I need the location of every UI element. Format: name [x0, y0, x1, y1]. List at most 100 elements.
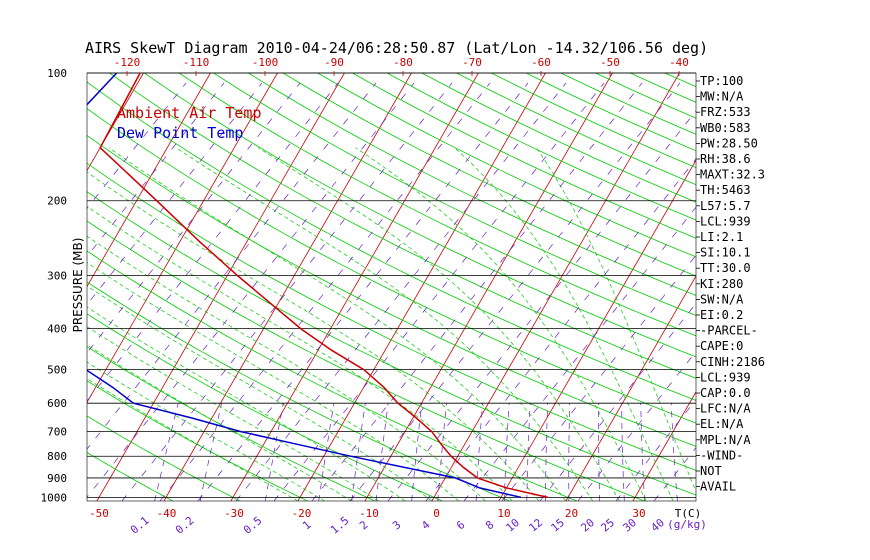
index-label: MW:N/A: [700, 90, 744, 104]
mixing-ratio-label: 6: [454, 518, 467, 532]
dry-adiabat-line: [109, 73, 696, 379]
isotherm-line: [96, 73, 345, 501]
mixing-ratio-line: [121, 82, 453, 501]
dry-adiabat-line: [87, 346, 376, 501]
isobars: [86, 72, 697, 502]
mixing-ratio-label: 1: [300, 518, 313, 532]
top-temp-tick-label: -90: [324, 56, 344, 69]
moist-adiabat-line: [87, 306, 406, 501]
mixing-ratio-line: [411, 403, 423, 501]
moist-adiabat-line: [87, 344, 352, 501]
index-label: FRZ:533: [700, 105, 751, 119]
dry-adiabat-line: [213, 73, 696, 316]
index-label: WB0:583: [700, 121, 751, 135]
index-label: LFC:N/A: [700, 402, 751, 416]
top-temp-tick-label: -40: [669, 56, 689, 69]
isotherm-line: [431, 73, 680, 501]
moist-adiabat-line: [258, 147, 620, 501]
index-label: RH:38.6: [700, 152, 751, 166]
dry-adiabat-line: [664, 73, 696, 88]
mixing-ratio-line: [545, 403, 549, 501]
mixing-ratio-line: [598, 403, 601, 501]
mixing-ratio-line: [87, 82, 263, 306]
dry-adiabat-line: [144, 73, 696, 358]
pressure-tick-label: 500: [47, 364, 67, 377]
dry-adiabat-line: [87, 135, 696, 447]
index-label: LCL:939: [700, 214, 751, 228]
moist-adiabat-line: [108, 147, 567, 501]
mixing-ratio-label: 40: [648, 516, 667, 534]
moist-adiabat-line: [355, 147, 647, 501]
y-axis-label: PRESSURE (MB): [71, 238, 85, 333]
dry-adiabat-line: [87, 191, 696, 496]
mixing-ratio-label: 0.2: [173, 514, 197, 537]
mixing-ratio-line: [375, 403, 389, 501]
index-label: PW:28.50: [700, 136, 758, 150]
index-label: NOT: [700, 464, 722, 478]
dry-adiabat-line: [87, 313, 443, 501]
index-label: MPL:N/A: [700, 433, 751, 447]
legend-dew-point-temp: Dew Point Temp: [117, 124, 243, 142]
index-label: -PARCEL-: [700, 324, 758, 338]
pressure-tick-label: 400: [47, 322, 67, 335]
pressure-tick-label: 200: [47, 195, 67, 208]
dry-adiabat-line: [87, 162, 696, 471]
index-label: L57:5.7: [700, 199, 751, 213]
mixing-ratio-line: [568, 403, 571, 501]
bottom-temp-tick-label: 10: [497, 507, 510, 520]
mixing-ratio-label: 3: [390, 518, 403, 532]
mixing-ratio-label: 0.1: [128, 514, 152, 537]
mixing-ratio-line: [87, 82, 301, 354]
bottom-temp-tick-label: -40: [157, 507, 177, 520]
mixing-ratio-line: [273, 82, 605, 501]
mixing-ratio-line: [264, 403, 284, 501]
chart-title: AIRS SkewT Diagram 2010-04-24/06:28:50.8…: [85, 39, 708, 57]
index-label: CAPE:0: [700, 339, 743, 353]
legend-ambient-air-temp: Ambient Air Temp: [117, 104, 262, 122]
bottom-temp-tick-label: -50: [89, 507, 109, 520]
mixing-ratio-line: [640, 403, 645, 501]
bottom-temp-tick-label: -20: [292, 507, 312, 520]
dewpoint-profile-line: [87, 73, 522, 499]
mixing-ratio-unit: (g/kg): [667, 518, 707, 531]
isotherm-line: [297, 73, 546, 501]
mixing-ratio-line: [199, 403, 222, 501]
mixing-ratio-line: [475, 403, 483, 501]
mixing-ratio-label: 4: [419, 518, 433, 532]
dry-adiabat-line: [178, 73, 696, 337]
mixing-ratio-line: [87, 82, 377, 450]
mixing-ratio-label: 0.5: [241, 514, 265, 537]
index-label: TP:100: [700, 74, 743, 88]
mixing-ratio-line: [526, 403, 531, 501]
isotherm-line: [87, 73, 278, 404]
dry-adiabat-line: [87, 281, 510, 501]
mixing-ratio-line: [670, 403, 678, 501]
dry-adiabat-line: [87, 380, 308, 501]
isotherm-line: [0, 73, 9, 501]
moist-adiabat-line: [536, 147, 696, 493]
mixing-ratio-line: [87, 82, 187, 209]
mixing-ratio-line: [154, 403, 179, 501]
mixing-ratio-label: 8: [483, 518, 496, 532]
dry-adiabat-line: [248, 73, 696, 296]
mixing-ratio-line: [311, 82, 643, 501]
pressure-tick-label: 800: [47, 450, 67, 463]
mixing-ratio-label: 1.5: [328, 514, 352, 537]
top-temp-tick-label: -100: [252, 56, 279, 69]
temperature-profile-line: [99, 73, 549, 499]
dry-adiabat-line: [87, 415, 241, 501]
dry-adiabat-line: [87, 250, 578, 501]
dry-adiabat-line: [87, 452, 173, 501]
bottom-axis-unit: T(C): [675, 507, 702, 520]
bottom-temp-tick-label: 30: [632, 507, 645, 520]
mixing-ratio-label: 2: [357, 518, 370, 532]
index-label: MAXT:32.3: [700, 168, 765, 182]
top-temp-tick-label: -120: [114, 56, 141, 69]
moist-adiabat-line: [87, 361, 325, 501]
bottom-temp-tick-label: 20: [565, 507, 578, 520]
index-label: EL:N/A: [700, 417, 744, 431]
moist-adiabat-line: [87, 262, 459, 501]
index-label: KI:280: [700, 277, 743, 291]
